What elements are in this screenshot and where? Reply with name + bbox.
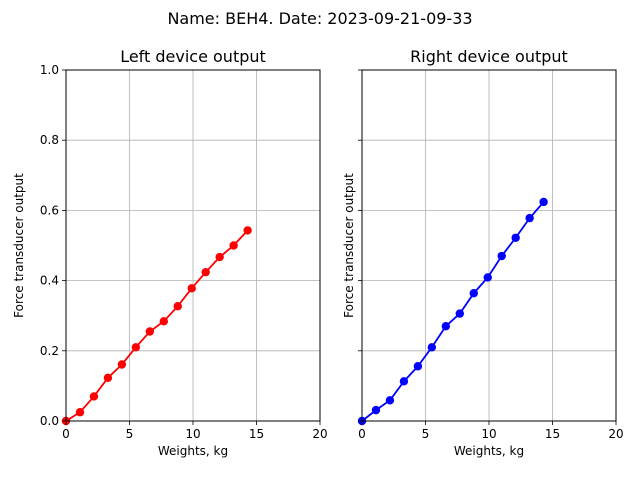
data-point [441, 322, 451, 331]
data-point [483, 273, 492, 282]
data-point [117, 360, 127, 369]
data-point [525, 213, 534, 223]
data-point [215, 252, 224, 262]
x-tick-label: 0 [358, 427, 366, 441]
data-point [103, 373, 113, 383]
x-axis-label: Weights, kg [454, 444, 524, 458]
y-axis-label: Force transducer output [342, 173, 356, 318]
data-point [201, 267, 210, 277]
data-point [159, 317, 168, 326]
data-point [511, 233, 520, 242]
x-tick-label: 20 [608, 427, 623, 441]
data-point [385, 396, 395, 405]
y-tick-label: 0.8 [40, 133, 59, 147]
chart-panel-1: 0 5 10 15 20 0.0 0.2 0.4 0.6 0.8 1.0 Left device ou… [12, 47, 328, 458]
x-tick-label: 10 [185, 427, 200, 441]
data-point [539, 197, 548, 207]
data-point [371, 405, 381, 415]
y-tick-label: 0.4 [40, 274, 59, 288]
y-tick-label: 0.2 [40, 344, 59, 358]
x-tick-label: 5 [422, 427, 430, 441]
data-point [131, 343, 141, 352]
x-tick-label: 15 [249, 427, 264, 441]
data-point [427, 343, 437, 352]
data-point [455, 309, 464, 318]
data-point [75, 408, 85, 417]
chart-title: Left device output [120, 47, 266, 66]
y-tick-label: 0.0 [40, 414, 59, 428]
chart-title: Right device output [410, 47, 568, 66]
data-point [243, 226, 252, 235]
chart-panel-2: 0 5 10 15 20 Right device output Weights, kg Fo… [342, 47, 624, 458]
x-tick-label: 15 [545, 427, 560, 441]
data-point [399, 377, 409, 386]
data-point [173, 302, 182, 311]
x-tick-label: 20 [312, 427, 327, 441]
x-tick-label: 0 [62, 427, 70, 441]
data-point [413, 362, 423, 371]
data-point [497, 251, 506, 261]
x-tick-label: 5 [126, 427, 134, 441]
x-axis-label: Weights, kg [158, 444, 228, 458]
data-point [89, 392, 99, 401]
y-tick-label: 0.6 [40, 203, 59, 217]
x-tick-label: 10 [481, 427, 496, 441]
figure-suptitle: Name: BEH4. Date: 2023-09-21-09-33 [167, 9, 472, 28]
y-tick-label: 1.0 [40, 63, 59, 77]
data-point [229, 241, 238, 250]
y-axis-label: Force transducer output [12, 173, 26, 318]
data-point [469, 289, 478, 298]
data-point [145, 327, 155, 336]
data-point [187, 284, 196, 293]
